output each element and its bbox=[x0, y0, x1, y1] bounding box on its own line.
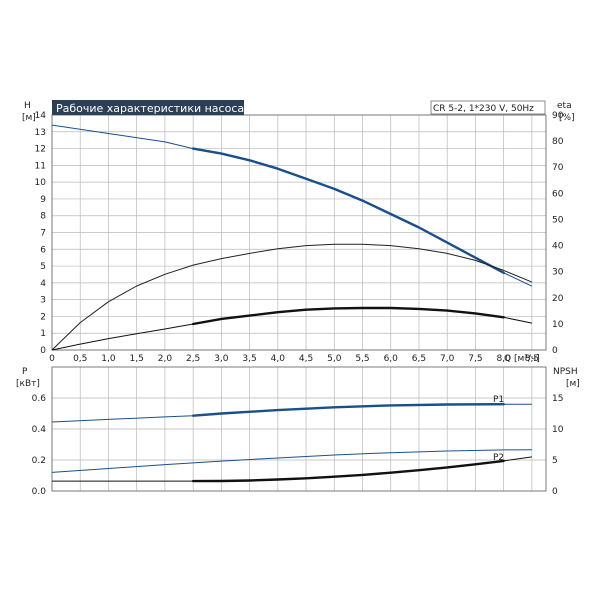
top-right-axis-label: eta bbox=[557, 101, 572, 111]
top-grid bbox=[51, 114, 546, 351]
y-right-tick-label: 30 bbox=[552, 268, 564, 278]
bottom-right-axis-label: NPSH bbox=[553, 367, 578, 377]
x-tick-label: 2,5 bbox=[186, 354, 200, 364]
y-tick-label: 0.0 bbox=[32, 487, 47, 497]
chart-title: Рабочие характеристики насоса bbox=[56, 102, 244, 115]
x-tick-label: 8,0 bbox=[496, 354, 511, 364]
x-tick-label: 3,5 bbox=[242, 354, 256, 364]
top-series-2-line bbox=[51, 307, 533, 351]
x-tick-label: 6,0 bbox=[384, 354, 399, 364]
y-right-tick-label: 90 bbox=[552, 111, 564, 121]
title-box bbox=[52, 100, 244, 115]
y-tick-label: 4 bbox=[40, 279, 46, 289]
y-tick-label: 1 bbox=[40, 329, 46, 339]
y-right-tick-label: 20 bbox=[552, 294, 564, 304]
y-tick-label: 11 bbox=[35, 161, 46, 171]
bottom-series-1-line bbox=[51, 449, 532, 473]
top-series-2-operating-range bbox=[191, 306, 505, 326]
top-series-0-line bbox=[51, 124, 533, 287]
bottom-series-0-line bbox=[51, 403, 532, 423]
bottom-grid bbox=[51, 367, 546, 492]
y-tick-label: 10 bbox=[35, 178, 47, 188]
y-right-tick-label: 10 bbox=[552, 425, 564, 435]
y-tick-label: 8 bbox=[40, 212, 46, 222]
chart-subtitle: CR 5-2, 1*230 V, 50Hz bbox=[433, 104, 534, 114]
x-tick-label: 1,0 bbox=[101, 354, 116, 364]
x-tick-label: 7,5 bbox=[468, 354, 482, 364]
y-right-tick-label: 60 bbox=[552, 189, 564, 199]
series-label-p1: P1 bbox=[493, 395, 504, 405]
bottom-panel: 0.0 0.2 0.4 0.6 0 5 10 15 P [кВт] NPSH [м] P1 P… bbox=[16, 366, 580, 497]
bottom-y-axis-unit: [кВт] bbox=[16, 379, 40, 389]
top-series-1-line bbox=[51, 243, 533, 351]
y-right-tick-label: 40 bbox=[552, 242, 564, 252]
top-panel: 0123456789101112131401020304050607080900… bbox=[22, 100, 575, 364]
y-tick-label: 14 bbox=[35, 111, 47, 121]
x-tick-label: 5,0 bbox=[327, 354, 342, 364]
top-right-axis-unit: [%] bbox=[559, 113, 575, 123]
y-tick-label: 0.6 bbox=[32, 394, 47, 404]
bottom-series-2-operating-range bbox=[191, 459, 505, 483]
y-tick-label: 5 bbox=[40, 262, 46, 272]
top-series bbox=[51, 124, 533, 351]
y-tick-label: 6 bbox=[40, 245, 46, 255]
y-right-tick-label: 50 bbox=[552, 215, 564, 225]
x-tick-label: 4,5 bbox=[299, 354, 313, 364]
y-tick-label: 13 bbox=[35, 128, 46, 138]
top-tick-labels: 0123456789101112131401020304050607080900… bbox=[35, 111, 564, 364]
x-tick-label: 1,5 bbox=[130, 354, 144, 364]
y-right-tick-label: 0 bbox=[552, 346, 558, 356]
top-series-0-operating-range bbox=[191, 147, 505, 274]
x-tick-label: 7,0 bbox=[440, 354, 455, 364]
x-tick-label: 0 bbox=[49, 354, 55, 364]
x-tick-label: 6,5 bbox=[412, 354, 426, 364]
top-x-axis-label: Q [м³/ч] bbox=[504, 354, 540, 364]
bottom-y-axis-label: P bbox=[22, 367, 28, 377]
y-right-tick-label: 80 bbox=[552, 137, 564, 147]
bottom-series bbox=[51, 403, 532, 483]
x-tick-label: 3,0 bbox=[214, 354, 229, 364]
series-label-p2: P2 bbox=[493, 453, 504, 463]
x-tick-label: 4,0 bbox=[271, 354, 286, 364]
y-tick-label: 2 bbox=[40, 312, 46, 322]
x-tick-label: 5,5 bbox=[355, 354, 369, 364]
y-tick-label: 7 bbox=[40, 229, 46, 239]
y-right-tick-label: 0 bbox=[552, 487, 558, 497]
y-right-tick-label: 10 bbox=[552, 320, 564, 330]
subtitle-box bbox=[430, 100, 546, 115]
x-tick-label: 2,0 bbox=[158, 354, 173, 364]
y-tick-label: 0.4 bbox=[32, 425, 47, 435]
top-y-axis-unit: [м] bbox=[22, 113, 36, 123]
top-y-axis-label: H bbox=[24, 101, 31, 111]
y-right-tick-label: 5 bbox=[552, 456, 558, 466]
top-plot-frame bbox=[51, 114, 547, 351]
y-tick-label: 9 bbox=[40, 195, 46, 205]
bottom-right-axis-unit: [м] bbox=[566, 379, 580, 389]
x-tick-label: 0,5 bbox=[73, 354, 87, 364]
x-tick-label: 8,5 bbox=[525, 354, 539, 364]
y-tick-label: 3 bbox=[40, 296, 46, 306]
bottom-series-0-operating-range bbox=[191, 403, 505, 417]
y-right-tick-label: 70 bbox=[552, 163, 564, 173]
bottom-series-2-line bbox=[52, 456, 532, 482]
y-tick-label: 0.2 bbox=[32, 456, 46, 466]
bottom-tick-labels: 0.0 0.2 0.4 0.6 0 5 10 15 bbox=[32, 394, 564, 497]
bottom-plot-frame bbox=[51, 366, 547, 492]
y-tick-label: 0 bbox=[40, 346, 46, 356]
y-tick-label: 12 bbox=[35, 145, 46, 155]
y-right-tick-label: 15 bbox=[552, 394, 563, 404]
